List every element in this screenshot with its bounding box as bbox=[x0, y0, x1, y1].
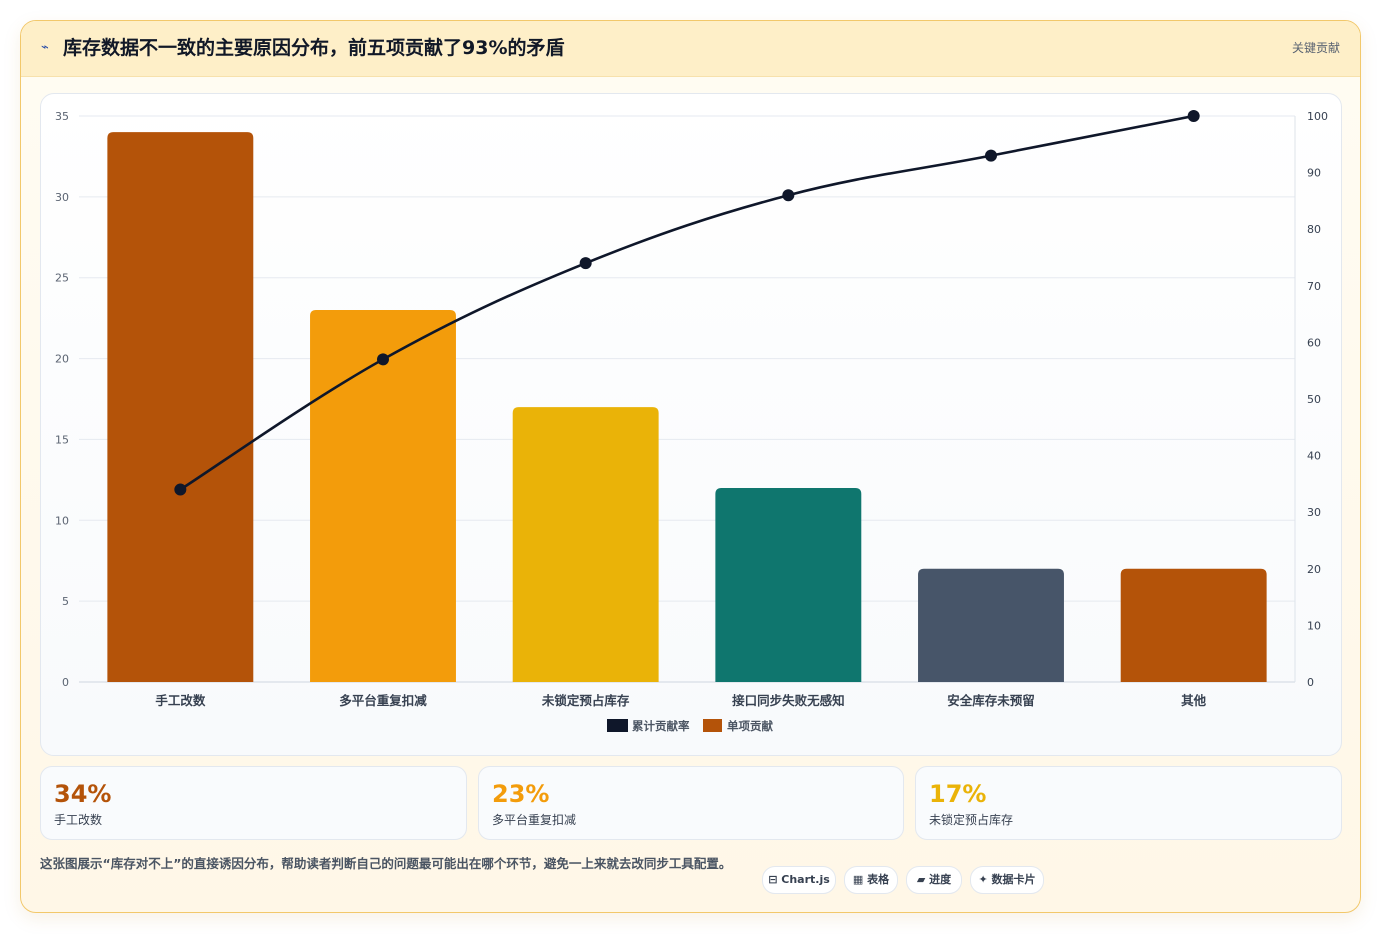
chart-panel: 0 5 10 15 20 25 30 35 0 10 20 30 40 50 60 70 80 90 100 手工改数… bbox=[40, 93, 1342, 756]
cumulative-point-3 bbox=[579, 257, 592, 270]
chip-data-card[interactable]: ✦ 数据卡片 bbox=[970, 866, 1044, 894]
cumulative-point-1 bbox=[174, 483, 187, 496]
left-tick-label: 0 bbox=[62, 676, 69, 689]
stat-card-2: 23% 多平台重复扣减 bbox=[478, 766, 904, 840]
bar-3 bbox=[512, 407, 659, 682]
chart-description: 这张图展示“库存对不上”的直接诱因分布，帮助读者判断自己的问题最可能出在哪个环节… bbox=[40, 856, 732, 871]
right-tick-label: 60 bbox=[1307, 336, 1321, 349]
cumulative-point-4 bbox=[782, 189, 795, 202]
right-tick-label: 30 bbox=[1307, 506, 1321, 519]
stat-card-1: 34% 手工改数 bbox=[40, 766, 467, 840]
bar-5 bbox=[918, 568, 1064, 682]
bar-6 bbox=[1120, 568, 1267, 682]
stat-value-3: 17% bbox=[929, 780, 987, 808]
key-contribution-tag: 关键贡献 bbox=[1291, 41, 1340, 55]
category-label: 接口同步失败无感知 bbox=[732, 693, 845, 708]
right-tick-label: 50 bbox=[1307, 393, 1321, 406]
chip-table[interactable]: ▦ 表格 bbox=[844, 866, 898, 894]
chip-chartjs[interactable]: ⊟ Chart.js bbox=[762, 866, 836, 894]
left-tick-label: 25 bbox=[55, 272, 69, 285]
stat-label-3: 未锁定预占库存 bbox=[929, 813, 1014, 827]
legend-label-2: 单项贡献 bbox=[727, 719, 773, 733]
stat-value-1: 34% bbox=[54, 780, 112, 808]
right-tick-label: 0 bbox=[1307, 676, 1314, 689]
left-tick-label: 35 bbox=[55, 110, 69, 123]
pulse-icon: ⌁ bbox=[41, 40, 49, 55]
chart-card: ⌁ 库存数据不一致的主要原因分布，前五项贡献了93%的矛盾 关键贡献 0 5 10 1… bbox=[20, 20, 1361, 913]
right-tick-label: 20 bbox=[1307, 563, 1321, 576]
cumulative-line bbox=[179, 114, 1194, 491]
card-header: ⌁ 库存数据不一致的主要原因分布，前五项贡献了93%的矛盾 关键贡献 bbox=[21, 21, 1360, 77]
stat-label-1: 手工改数 bbox=[54, 813, 103, 827]
category-label: 其他 bbox=[1181, 693, 1207, 708]
right-tick-label: 80 bbox=[1307, 223, 1321, 236]
stat-value-2: 23% bbox=[492, 780, 550, 808]
bar-2 bbox=[310, 310, 456, 682]
chip-progress[interactable]: ▰ 进度 bbox=[906, 866, 962, 894]
cumulative-point-2 bbox=[377, 353, 389, 366]
category-label: 未锁定预占库存 bbox=[541, 693, 630, 708]
legend-swatch-1 bbox=[607, 719, 628, 732]
cumulative-point-5 bbox=[985, 149, 997, 162]
pareto-chart: 0 5 10 15 20 25 30 35 0 10 20 30 40 50 60 70 80 90 100 手工改数… bbox=[55, 110, 1328, 733]
chart-title: 库存数据不一致的主要原因分布，前五项贡献了93%的矛盾 bbox=[63, 37, 565, 59]
bar-1 bbox=[107, 132, 254, 682]
right-tick-label: 40 bbox=[1307, 450, 1321, 463]
right-tick-label: 10 bbox=[1307, 619, 1321, 632]
stat-label-2: 多平台重复扣减 bbox=[492, 813, 577, 827]
bar-4 bbox=[715, 487, 862, 682]
left-tick-label: 15 bbox=[55, 433, 69, 446]
category-label: 安全库存未预留 bbox=[947, 693, 1035, 708]
legend-swatch-2 bbox=[703, 719, 722, 732]
right-tick-label: 70 bbox=[1307, 280, 1321, 293]
category-label: 手工改数 bbox=[155, 693, 206, 708]
left-tick-label: 30 bbox=[55, 191, 69, 204]
cumulative-point-6 bbox=[1187, 110, 1200, 122]
legend-label-1: 累计贡献率 bbox=[632, 719, 690, 733]
left-tick-label: 10 bbox=[55, 514, 69, 527]
stat-card-3: 17% 未锁定预占库存 bbox=[915, 766, 1342, 840]
right-tick-label: 100 bbox=[1307, 110, 1328, 123]
category-label: 多平台重复扣减 bbox=[339, 693, 427, 708]
left-tick-label: 20 bbox=[55, 353, 69, 366]
left-tick-label: 5 bbox=[62, 595, 69, 608]
right-tick-label: 90 bbox=[1307, 167, 1321, 180]
